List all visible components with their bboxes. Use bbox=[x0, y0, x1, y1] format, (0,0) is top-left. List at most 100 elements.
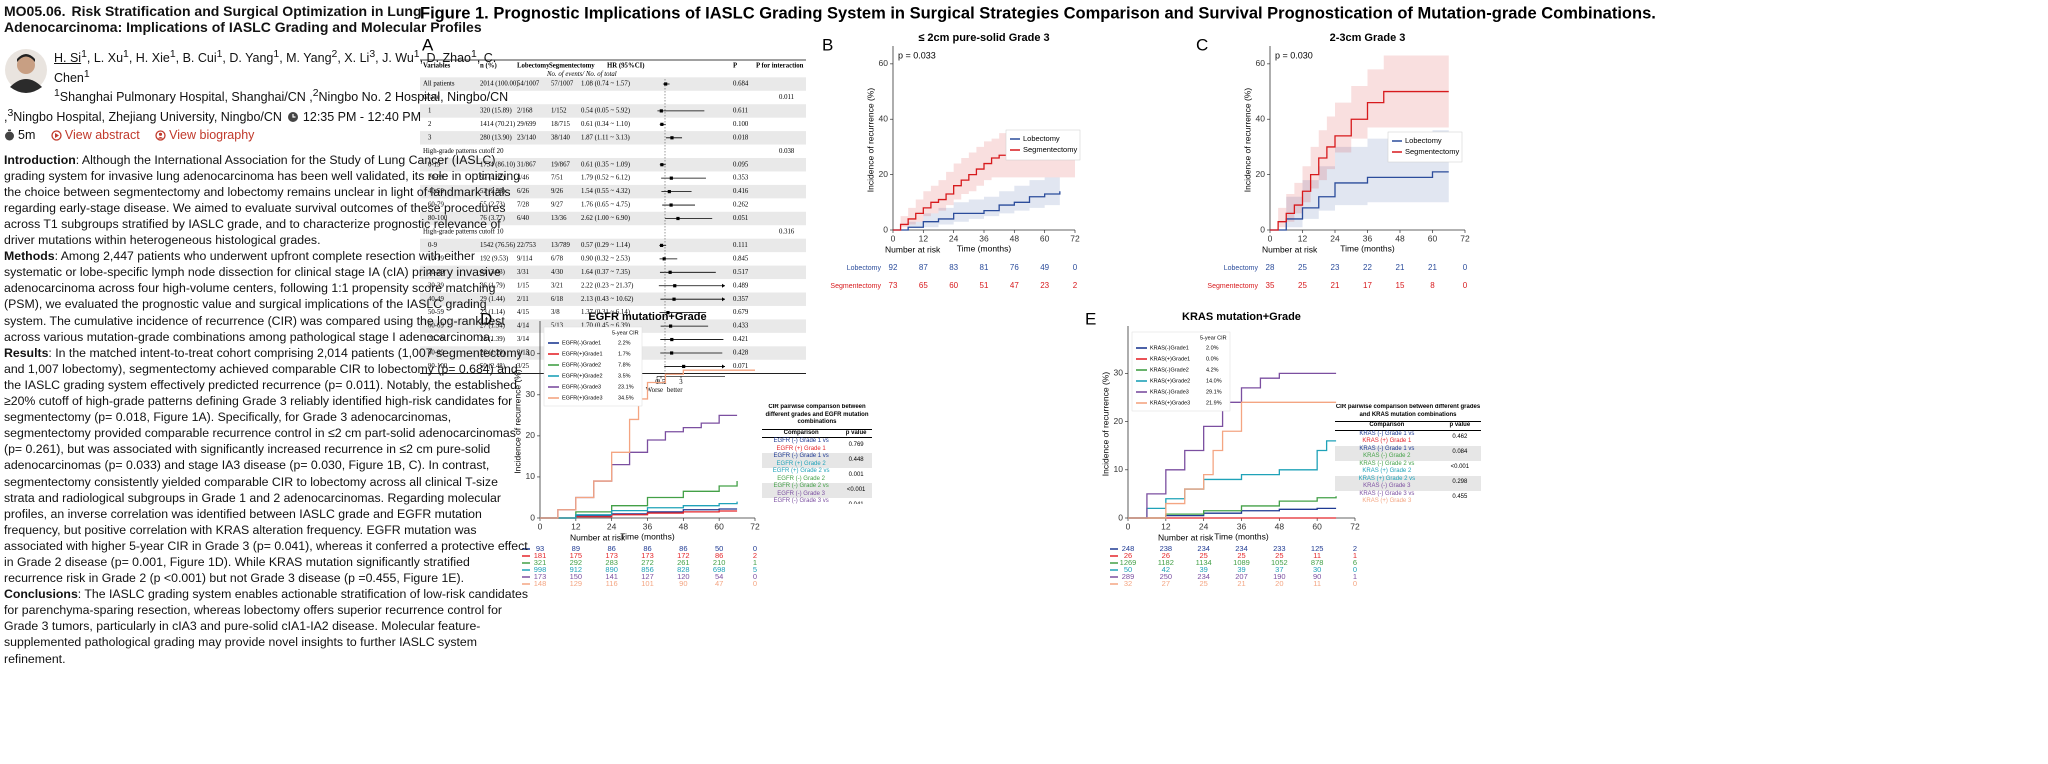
risk-row-label: Segmentectomy bbox=[1207, 283, 1258, 290]
row-p: 0.416 bbox=[733, 188, 749, 195]
x-tick-label: 0 bbox=[1268, 233, 1273, 243]
stopwatch-icon bbox=[5, 129, 14, 141]
row-p: 0.845 bbox=[733, 255, 749, 262]
risk-count: 233 bbox=[1273, 544, 1286, 553]
risk-count: 127 bbox=[641, 572, 654, 581]
hazard-ratio-point bbox=[669, 324, 673, 328]
panel-letter: C bbox=[1196, 35, 1208, 54]
risk-count: 11 bbox=[1313, 579, 1321, 588]
table-row: KRAS (-) Grade 1 vs KRAS (+) Grade 1 0.462 bbox=[1335, 430, 1481, 446]
affiliation-text: Ningbo No. 2 Hospital, Ningbo/CN , bbox=[4, 90, 509, 125]
x-tick-label: 60 bbox=[1312, 521, 1322, 531]
row-segmentectomy: 3/21 bbox=[551, 282, 563, 289]
author-name: C. Chen bbox=[54, 51, 497, 85]
x-tick-label: 60 bbox=[1040, 233, 1050, 243]
row-shade bbox=[420, 238, 806, 253]
risk-title: Number at risk bbox=[1262, 244, 1318, 254]
legend-title: 5-year CIR bbox=[1200, 335, 1227, 341]
row-shade bbox=[420, 158, 806, 172]
legend-cir: 3.5% bbox=[618, 373, 631, 379]
incidence-curve bbox=[1128, 401, 1337, 519]
risk-count: 173 bbox=[534, 572, 547, 581]
comparison-line: EGFR (-) Grade 3 bbox=[777, 490, 825, 497]
y-tick-label: 20 bbox=[1256, 169, 1266, 179]
y-tick-label: 60 bbox=[879, 58, 889, 68]
legend-label: EGFR(+)Grade3 bbox=[562, 395, 603, 401]
row-lobectomy: 7/28 bbox=[517, 202, 530, 209]
row-shade bbox=[420, 104, 806, 118]
table-header: p value bbox=[1438, 421, 1481, 431]
legend-box bbox=[543, 326, 643, 407]
duration: 5m bbox=[18, 127, 36, 142]
row-hr: 2.62 (1.00 ~ 6.90) bbox=[581, 215, 630, 222]
table: Comparison p value EGFR (-) Grade 1 vs EGFR… bbox=[762, 428, 872, 504]
panel-letter: A bbox=[422, 35, 434, 54]
risk-count: 292 bbox=[570, 558, 583, 567]
incidence-curve bbox=[540, 414, 738, 519]
column-header: HR (95%CI) bbox=[607, 63, 645, 70]
legend-label: KRAS(+)Grade2 bbox=[1150, 378, 1190, 384]
row-n: 192 (9.53) bbox=[480, 255, 508, 262]
row-label: Grade bbox=[423, 94, 440, 101]
risk-count: 283 bbox=[605, 558, 618, 567]
risk-count: 25 bbox=[1237, 551, 1245, 560]
y-axis-label: Incidence of recurrence (%) bbox=[1100, 372, 1110, 477]
risk-count: 42 bbox=[1162, 565, 1170, 574]
table-title: CIR pairwise comparison between differen… bbox=[765, 404, 869, 425]
risk-count: 47 bbox=[1010, 281, 1019, 290]
y-tick-label: 20 bbox=[879, 169, 889, 179]
risk-count: 23 bbox=[1040, 281, 1049, 290]
clock-hands bbox=[292, 114, 296, 118]
risk-count: 90 bbox=[1313, 572, 1321, 581]
row-n: 1734 (86.10) bbox=[480, 161, 515, 168]
comparison-line: KRAS (+) Grade 2 vs bbox=[1358, 475, 1416, 482]
x-axis-label: Time (months) bbox=[620, 531, 675, 541]
risk-count: 890 bbox=[605, 565, 618, 574]
x-tick-label: 60 bbox=[714, 521, 724, 531]
risk-count: 261 bbox=[677, 558, 690, 567]
author-separator: , bbox=[222, 51, 230, 66]
legend-cir: 1.7% bbox=[618, 351, 631, 357]
x-tick-label: 48 bbox=[1010, 233, 1020, 243]
risk-count: 289 bbox=[1122, 572, 1135, 581]
row-label: 90-100 bbox=[428, 363, 448, 370]
axis-direction: better bbox=[667, 387, 683, 394]
row-n: 97 (4.82) bbox=[480, 175, 505, 182]
p-value-cell: <0.001 bbox=[840, 483, 872, 498]
row-segmentectomy: 57/1007 bbox=[551, 81, 574, 88]
hazard-ratio-point bbox=[676, 216, 680, 221]
view-biography-link[interactable]: View biography bbox=[155, 128, 254, 142]
x-tick-label: 0 bbox=[1126, 521, 1131, 531]
comparison-table: CIR pairwise comparison between differen… bbox=[762, 404, 872, 504]
p-value-cell: 0.462 bbox=[1452, 434, 1468, 441]
table-row: EGFR (+) Grade 2 vs EGFR (-) Grade 2 0.001 bbox=[762, 468, 872, 483]
risk-count: 172 bbox=[677, 551, 690, 560]
comparison-cell: EGFR (+) Grade 2 vs EGFR (-) Grade 2 bbox=[762, 468, 840, 483]
x-tick-label: 48 bbox=[679, 521, 689, 531]
abstract-heading: Methods bbox=[4, 249, 55, 264]
row-segmentectomy: 1/152 bbox=[551, 107, 567, 114]
panel-letter: D bbox=[480, 309, 492, 328]
risk-count: 207 bbox=[1235, 572, 1248, 581]
row-segmentectomy: 6/18 bbox=[551, 296, 564, 303]
risk-count: 20 bbox=[1275, 579, 1283, 588]
table-row: KRAS (-) Grade 1 vs KRAS (-) Grade 2 0.084 bbox=[1335, 445, 1481, 461]
risk-count: 173 bbox=[641, 551, 654, 560]
row-lobectomy: 3/31 bbox=[517, 269, 529, 276]
risk-count: 272 bbox=[641, 558, 654, 567]
view-abstract-link[interactable]: View abstract bbox=[51, 128, 140, 142]
incidence-curve bbox=[540, 369, 755, 519]
x-tick-label: 48 bbox=[1275, 521, 1285, 531]
row-hr: 1.70 (0.45 ~ 6.39) bbox=[581, 323, 630, 330]
y-tick-label: 40 bbox=[526, 348, 536, 358]
abstract-paragraph: Methods: Among 2,447 patients who underw… bbox=[4, 248, 530, 345]
p-value-cell: 0.041 bbox=[840, 498, 872, 504]
risk-count: 25 bbox=[1275, 551, 1283, 560]
hazard-ratio-point bbox=[659, 243, 664, 247]
x-tick-label: 24 bbox=[949, 233, 959, 243]
comparison-line: EGFR (-) Grade 2 bbox=[777, 475, 825, 482]
x-tick-label: 48 bbox=[1395, 233, 1405, 243]
risk-count: 26 bbox=[1162, 551, 1170, 560]
x-tick-label: 12 bbox=[1161, 521, 1171, 531]
row-segmentectomy: 13/789 bbox=[551, 242, 570, 249]
